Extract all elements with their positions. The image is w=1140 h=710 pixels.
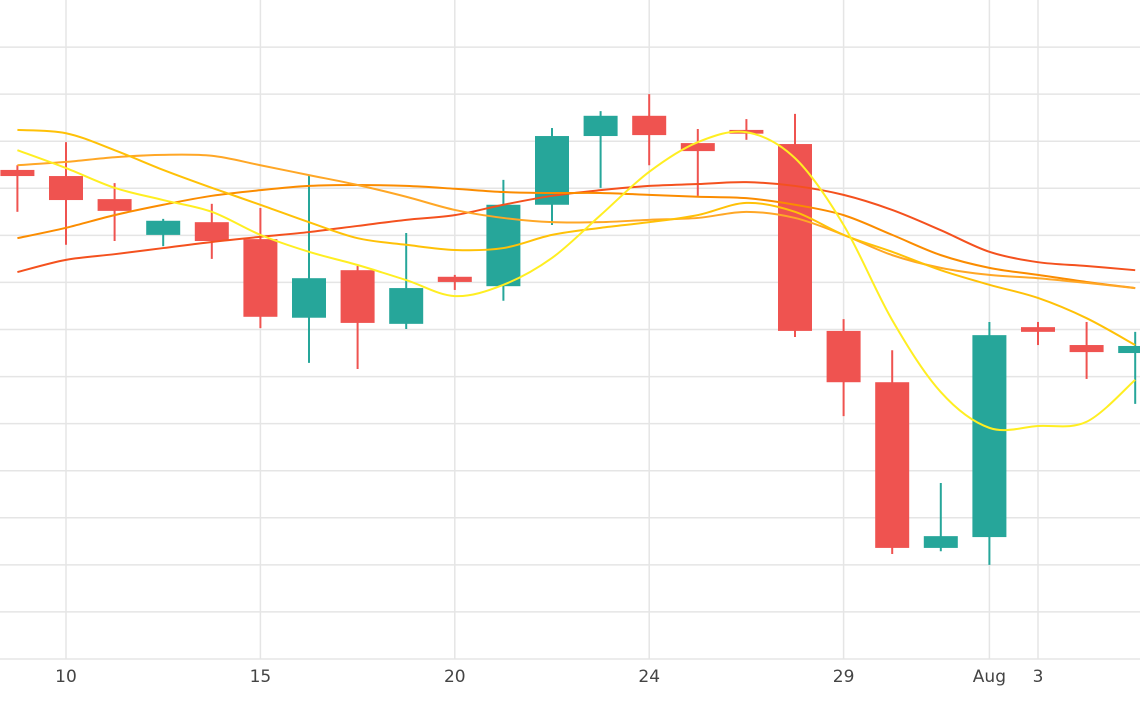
ma-line (17, 153, 1136, 290)
candle-body (680, 143, 715, 152)
x-tick-label: Aug (973, 667, 1006, 687)
x-tick-label: 20 (444, 667, 466, 687)
candle-body (1069, 345, 1104, 353)
x-tick-label: 3 (1033, 667, 1044, 687)
candle-body (826, 330, 861, 383)
candle-body (437, 276, 472, 282)
candle-body (583, 115, 618, 137)
candle-body (875, 382, 910, 548)
candle-body (49, 176, 83, 201)
candle-body (389, 288, 424, 324)
candle-body (194, 222, 229, 242)
candle-body (778, 144, 812, 331)
candle-body (0, 169, 35, 177)
candle-body (1021, 327, 1055, 332)
ma-line (17, 181, 1136, 274)
candle-body (972, 335, 1007, 538)
ma-line (17, 183, 1136, 290)
candle-body (97, 199, 132, 211)
ma-line (17, 130, 1136, 432)
candle-body (292, 278, 326, 318)
x-tick-label: 29 (833, 667, 855, 687)
candle-body (340, 270, 375, 323)
candle-body (923, 536, 958, 548)
candle-body (1118, 345, 1140, 354)
candle-body (146, 220, 181, 235)
x-tick-label: 24 (638, 667, 660, 687)
x-tick-label: 10 (55, 667, 77, 687)
x-tick-label: 15 (250, 667, 272, 687)
candle-body (243, 239, 278, 317)
ma-line (17, 128, 1136, 346)
candle-body (632, 115, 667, 136)
